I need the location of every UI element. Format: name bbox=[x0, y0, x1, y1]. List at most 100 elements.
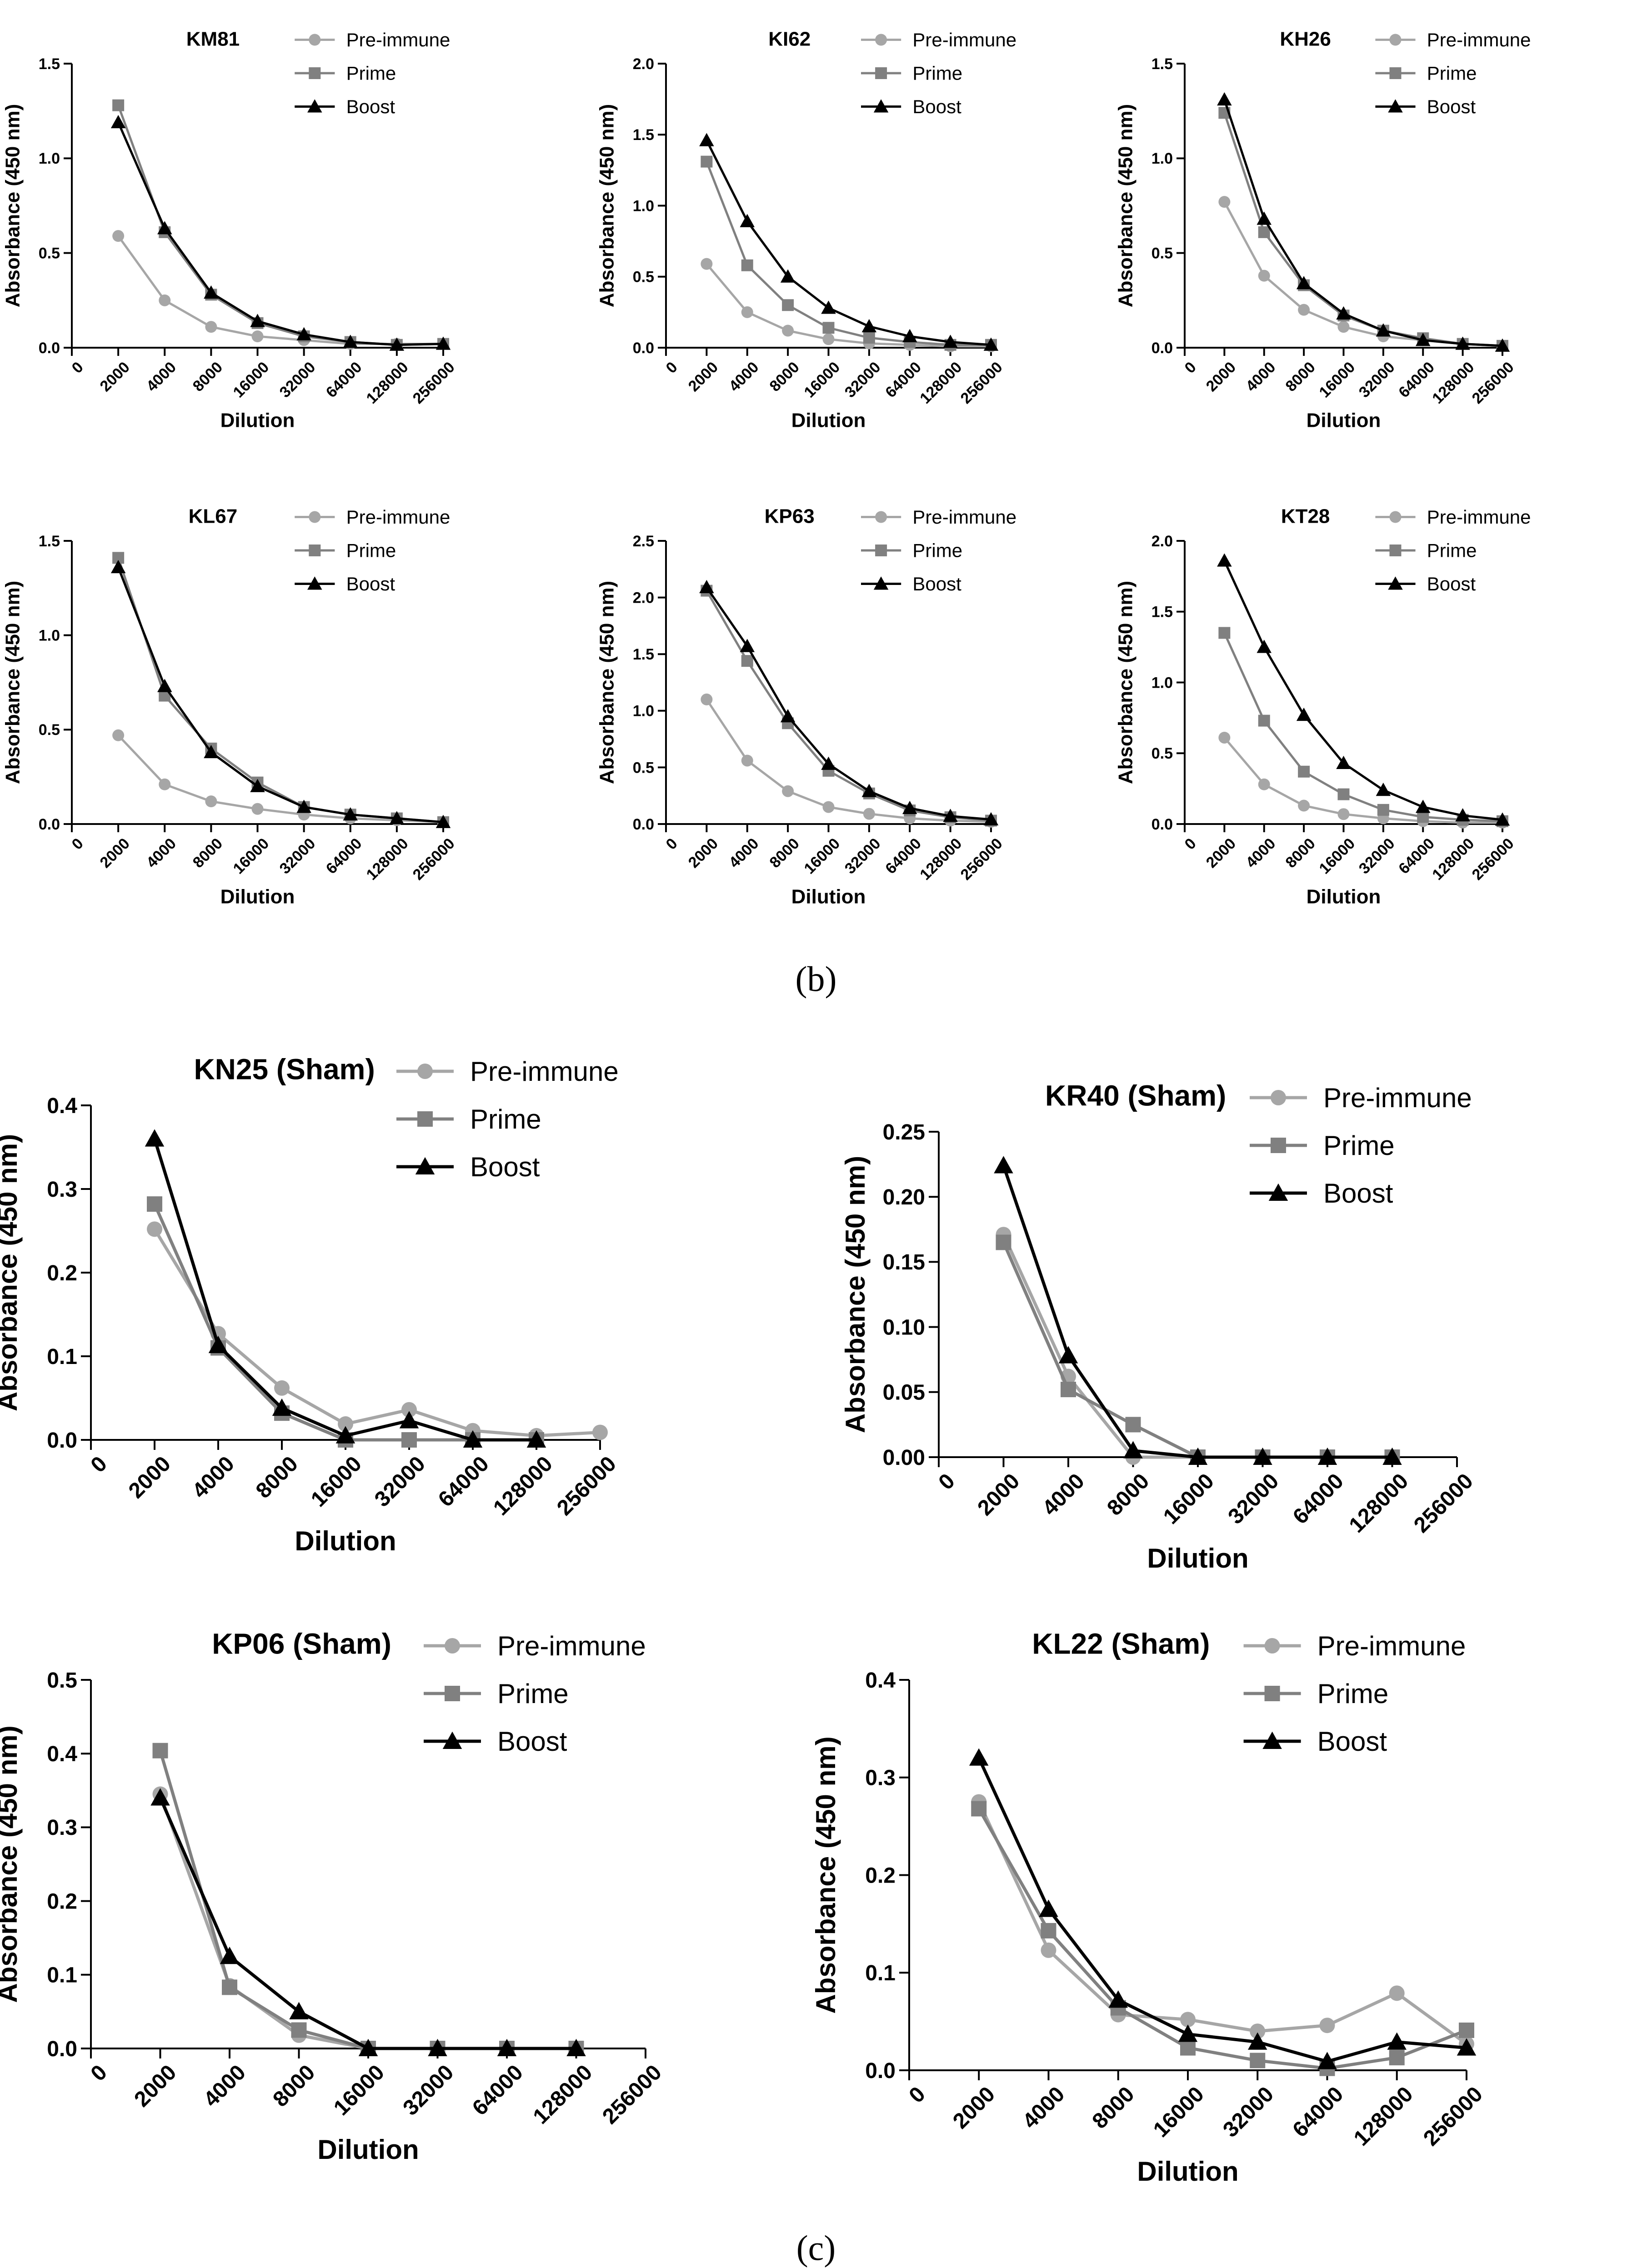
legend-marker-boost bbox=[1268, 1183, 1288, 1201]
chart-title: KR40 (Sham) bbox=[1045, 1079, 1226, 1112]
y-tick-label: 0.15 bbox=[883, 1250, 925, 1274]
y-tick-label: 0.1 bbox=[47, 1963, 77, 1988]
legend: Pre-immune Prime Boost bbox=[295, 506, 450, 594]
chart-0: KM81 0.0 0.5 1.0 1.5 0 2000 4000 8000 16000 32000 6… bbox=[1, 28, 458, 431]
point-pre-immune bbox=[205, 795, 217, 808]
chart-title: KH26 bbox=[1280, 28, 1331, 50]
point-pre-immune bbox=[741, 306, 753, 318]
x-tick-label: 8000 bbox=[190, 359, 226, 395]
point-boost bbox=[1317, 2052, 1337, 2069]
legend: Pre-immune Prime Boost bbox=[295, 29, 450, 117]
legend-label-pre-immune: Pre-immune bbox=[1323, 1083, 1472, 1113]
x-tick-label: 4000 bbox=[1018, 2082, 1069, 2133]
point-boost bbox=[1387, 2032, 1407, 2050]
series-line-boost bbox=[117, 567, 444, 824]
point-prime bbox=[1417, 811, 1429, 823]
x-tick-label: 0 bbox=[934, 1469, 960, 1494]
series-prime bbox=[701, 155, 997, 351]
point-boost bbox=[208, 1335, 228, 1354]
x-tick-label: 256000 bbox=[1419, 2082, 1487, 2151]
legend-marker-prime bbox=[875, 545, 887, 556]
x-axis-label: Dilution bbox=[1307, 885, 1381, 908]
x-tick-label: 16000 bbox=[230, 835, 273, 878]
x-tick-label: 32000 bbox=[276, 359, 319, 401]
x-tick-label: 2000 bbox=[97, 359, 133, 395]
point-pre-immune bbox=[1180, 2012, 1196, 2028]
x-tick-label: 256000 bbox=[957, 359, 1006, 407]
x-tick-label: 16000 bbox=[1149, 2082, 1209, 2142]
series-line-prime bbox=[117, 105, 444, 346]
point-boost bbox=[145, 1129, 165, 1147]
legend-marker-boost bbox=[873, 576, 889, 590]
point-pre-immune bbox=[159, 778, 171, 790]
series-line-prime bbox=[1002, 1242, 1392, 1459]
legend-label-pre-immune: Pre-immune bbox=[1427, 29, 1531, 50]
point-boost bbox=[699, 133, 714, 146]
x-tick-label: 0 bbox=[69, 835, 87, 853]
series-boost bbox=[1217, 553, 1510, 826]
point-prime bbox=[112, 99, 125, 111]
series-line-prime bbox=[977, 1808, 1467, 2070]
series-pre-immune bbox=[701, 693, 997, 828]
y-axis-label: Absorbance (450 nm) bbox=[0, 1134, 23, 1411]
y-axis-label: Absorbance (450 nm) bbox=[596, 104, 618, 307]
point-boost bbox=[204, 285, 219, 299]
point-boost bbox=[526, 1430, 546, 1448]
point-boost bbox=[463, 1430, 483, 1448]
point-prime bbox=[291, 2022, 307, 2038]
point-boost bbox=[157, 221, 172, 235]
point-boost bbox=[1416, 333, 1431, 346]
y-tick-label: 0.10 bbox=[883, 1315, 925, 1339]
x-tick-label: 16000 bbox=[801, 359, 844, 401]
x-tick-label: 16000 bbox=[306, 1452, 366, 1512]
y-tick-label: 0.5 bbox=[633, 269, 654, 286]
y-tick-label: 1.5 bbox=[1151, 604, 1173, 621]
point-pre-immune bbox=[741, 754, 753, 767]
x-tick-label: 2000 bbox=[97, 835, 133, 871]
point-prime bbox=[971, 1801, 987, 1817]
point-boost bbox=[1108, 1990, 1128, 2008]
legend-label-pre-immune: Pre-immune bbox=[346, 506, 451, 528]
point-pre-immune bbox=[251, 330, 264, 342]
point-boost bbox=[1336, 306, 1351, 320]
y-tick-label: 0.4 bbox=[47, 1742, 77, 1766]
point-boost bbox=[1376, 323, 1391, 337]
point-prime bbox=[822, 322, 835, 334]
x-tick-label: 32000 bbox=[370, 1452, 430, 1512]
y-tick-label: 0.1 bbox=[865, 1961, 896, 1985]
point-boost bbox=[250, 314, 265, 327]
series-line-pre-immune bbox=[706, 263, 991, 348]
point-boost bbox=[1336, 755, 1351, 769]
point-boost bbox=[1178, 2024, 1198, 2042]
y-tick-label: 0.0 bbox=[39, 816, 60, 833]
y-axis-label: Absorbance (450 nm) bbox=[1, 581, 24, 784]
point-boost bbox=[1257, 639, 1272, 653]
point-boost bbox=[1217, 553, 1232, 567]
x-tick-label: 16000 bbox=[230, 359, 273, 401]
y-tick-label: 0.20 bbox=[883, 1185, 925, 1209]
point-boost bbox=[1039, 1899, 1058, 1917]
legend-marker-pre-immune bbox=[875, 34, 887, 46]
point-prime bbox=[701, 155, 713, 168]
point-boost bbox=[1455, 336, 1470, 350]
legend-marker-boost bbox=[415, 1157, 435, 1174]
series-line-boost bbox=[1223, 560, 1503, 821]
x-tick-label: 128000 bbox=[1429, 359, 1477, 407]
legend-label-boost: Boost bbox=[1317, 1726, 1387, 1757]
point-boost bbox=[272, 1398, 292, 1416]
x-tick-label: 4000 bbox=[143, 359, 180, 395]
legend-label-pre-immune: Pre-immune bbox=[1427, 506, 1531, 528]
point-boost bbox=[1188, 1447, 1208, 1465]
point-boost bbox=[994, 1156, 1013, 1174]
point-prime bbox=[401, 1432, 417, 1448]
point-boost bbox=[861, 319, 877, 333]
x-tick-label: 128000 bbox=[529, 2060, 597, 2129]
x-tick-label: 2000 bbox=[685, 835, 721, 871]
point-boost bbox=[861, 784, 877, 797]
point-prime bbox=[741, 259, 753, 271]
x-tick-label: 4000 bbox=[1242, 835, 1279, 871]
legend-marker-prime bbox=[309, 67, 321, 79]
y-tick-label: 0.05 bbox=[883, 1381, 925, 1405]
x-tick-label: 2000 bbox=[130, 2060, 181, 2112]
